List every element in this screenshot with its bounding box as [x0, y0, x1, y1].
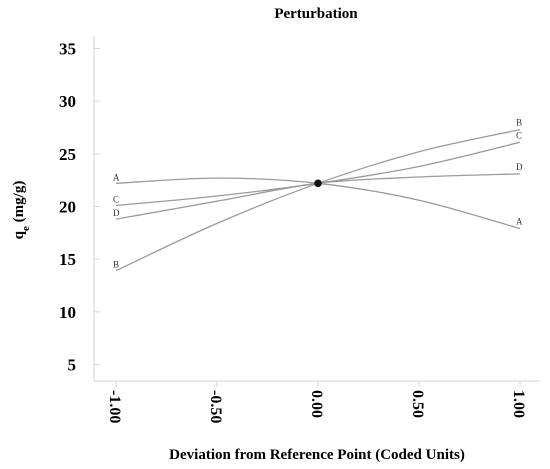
y-tick-label: 15	[59, 250, 76, 269]
x-tick-label: -0.50	[207, 390, 224, 423]
y-tick-label: 5	[68, 355, 77, 374]
x-tick-label: -1.00	[106, 390, 123, 423]
y-tick-label: 35	[59, 40, 76, 59]
chart-title: Perturbation	[274, 6, 358, 22]
series-label-start: D	[113, 208, 120, 218]
y-axis-label-unit: (mg/g)	[11, 181, 27, 226]
y-tick-label: 30	[59, 92, 76, 111]
y-ticks: 5 10 15 20 25 30 35	[59, 40, 100, 374]
y-tick-label: 10	[59, 303, 76, 322]
y-tick-label: 25	[59, 145, 76, 164]
x-tick-label: 1.00	[510, 390, 527, 418]
series-label-start: C	[113, 194, 119, 204]
y-axis-label: qe (mg/g)	[11, 181, 32, 240]
y-tick-label: 20	[59, 198, 76, 217]
series-label-end: A	[516, 217, 523, 227]
series-label-start: B	[113, 260, 119, 270]
series-label-end: D	[516, 162, 523, 172]
axes	[93, 36, 540, 382]
reference-point-marker	[314, 179, 322, 188]
x-tick-label: 0.00	[308, 390, 325, 418]
y-axis-label-subscript: e	[20, 226, 32, 231]
series-label-end: B	[516, 118, 522, 128]
series-label-start: A	[113, 172, 120, 182]
x-tick-label: 0.50	[409, 390, 426, 418]
series-curves	[115, 128, 521, 272]
x-axis-label: Deviation from Reference Point (Coded Un…	[169, 447, 465, 463]
y-axis-label-main: q	[11, 230, 27, 239]
series-label-end: C	[516, 130, 522, 140]
curve-c	[115, 141, 521, 207]
x-ticks: -1.00 -0.50 0.00 0.50 1.00	[106, 381, 527, 423]
